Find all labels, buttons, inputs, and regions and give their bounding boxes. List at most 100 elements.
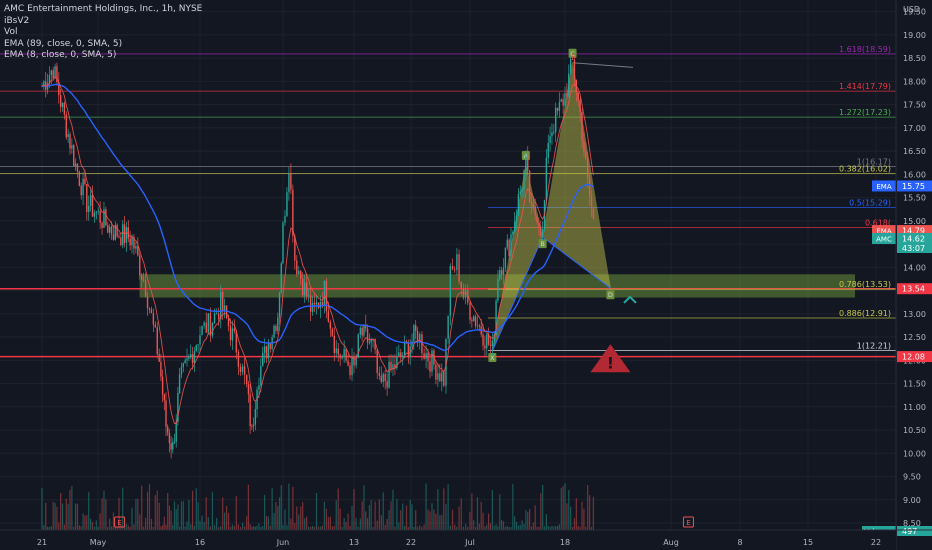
volume-bar [478, 523, 480, 530]
volume-bar [534, 505, 536, 530]
candle-body [284, 216, 286, 223]
candle-body [249, 394, 251, 427]
volume-bar [143, 526, 145, 530]
volume-bar [129, 526, 131, 530]
legend-ema-8[interactable]: EMA (8, close, 0, SMA, 5) [4, 50, 117, 60]
volume-bar [86, 514, 88, 530]
volume-bar [562, 486, 564, 530]
candle-body [69, 134, 71, 149]
volume-bar [583, 508, 585, 530]
candle-body [515, 215, 518, 222]
volume-bar [482, 512, 484, 530]
candle-body [508, 239, 510, 257]
earnings-marker[interactable] [114, 516, 126, 528]
candle-body [571, 59, 574, 60]
candle-body [502, 267, 505, 275]
volume-bar [277, 506, 279, 530]
warning-icon[interactable] [590, 344, 631, 373]
candle-body [366, 328, 369, 343]
candle-body [184, 360, 186, 364]
volume-bar [523, 523, 525, 530]
volume-bar [339, 508, 341, 530]
volume-bar [486, 524, 488, 530]
candle-body [165, 400, 167, 427]
volume-bar [564, 483, 566, 530]
volume-bar [308, 526, 310, 530]
candle-body [394, 364, 396, 369]
volume-bar [260, 526, 262, 530]
fib-label: 0.886(12.91) [839, 309, 891, 318]
volume-bar [365, 511, 367, 530]
candle-body [122, 224, 124, 246]
volume-bar [253, 526, 255, 530]
volume-bar [398, 522, 400, 530]
harmonic-label-d: D [608, 291, 613, 299]
volume-bar [224, 512, 226, 530]
volume-bar [558, 524, 561, 530]
candle-body [172, 442, 174, 450]
price-tag [897, 225, 932, 237]
volume-bar [165, 524, 167, 530]
volume-bar [201, 515, 203, 530]
candle-body [105, 209, 107, 226]
volume-bar [73, 526, 75, 530]
legend-ema-89[interactable]: EMA (89, close, 0, SMA, 5) [4, 38, 123, 49]
price-tag-name [872, 233, 896, 244]
candle-body [82, 178, 84, 196]
volume-bar [502, 521, 505, 530]
price-tag-name [872, 225, 896, 237]
candle-body [267, 343, 270, 359]
volume-bar [304, 518, 306, 530]
candle-body [56, 66, 58, 83]
volume-bar [160, 526, 162, 530]
legend-title[interactable]: AMC Entertainment Holdings, Inc., 1h, NY… [4, 4, 203, 14]
volume-bar [251, 526, 253, 530]
candle-body [265, 346, 268, 359]
volume-bar [449, 525, 451, 530]
volume-bar [193, 525, 196, 530]
candle-body [558, 101, 561, 111]
arrow-up-icon[interactable] [623, 295, 637, 304]
candle-body [323, 280, 326, 306]
candle-body [568, 73, 570, 97]
candle-body [525, 155, 527, 171]
volume-bar [290, 518, 292, 530]
candle-body [41, 86, 43, 88]
candle-body [146, 296, 149, 309]
volume-bar [587, 484, 589, 530]
price-tag-value: 14.62 [902, 235, 925, 244]
time-tick-label: 13 [349, 538, 359, 547]
candle-body [156, 327, 158, 355]
volume-bar [109, 518, 111, 530]
candle-body [154, 324, 157, 328]
candle-body [425, 353, 427, 359]
candle-body [58, 82, 60, 96]
time-axis[interactable]: 21 May 16 Jun 13 22 Jul 18 Aug 8 15 22 [0, 529, 932, 550]
candle-body [120, 237, 122, 246]
candle-body [449, 266, 452, 316]
volume-bar [84, 515, 86, 530]
price-tick-label: 18.50 [903, 54, 926, 63]
legend-vol[interactable]: Vol [4, 27, 18, 37]
candle-body [303, 282, 306, 296]
volume-bar [179, 526, 181, 530]
volume-bar [437, 489, 439, 530]
candle-body [298, 270, 300, 275]
candle-body [258, 385, 260, 390]
volume-bar [41, 488, 43, 530]
earnings-marker[interactable] [682, 516, 694, 528]
volume-bar [82, 513, 84, 530]
candle-body [361, 327, 363, 336]
candle-body [309, 295, 312, 312]
candle-body [237, 352, 240, 367]
candle-body [197, 344, 199, 346]
candle-body [137, 246, 139, 256]
candle-body [307, 295, 310, 297]
volume-bar [474, 526, 477, 530]
candle-body [52, 70, 54, 79]
candle-body [382, 374, 384, 382]
legend-ibsv2[interactable]: iBsV2 [4, 15, 30, 26]
candle-body [269, 343, 271, 349]
